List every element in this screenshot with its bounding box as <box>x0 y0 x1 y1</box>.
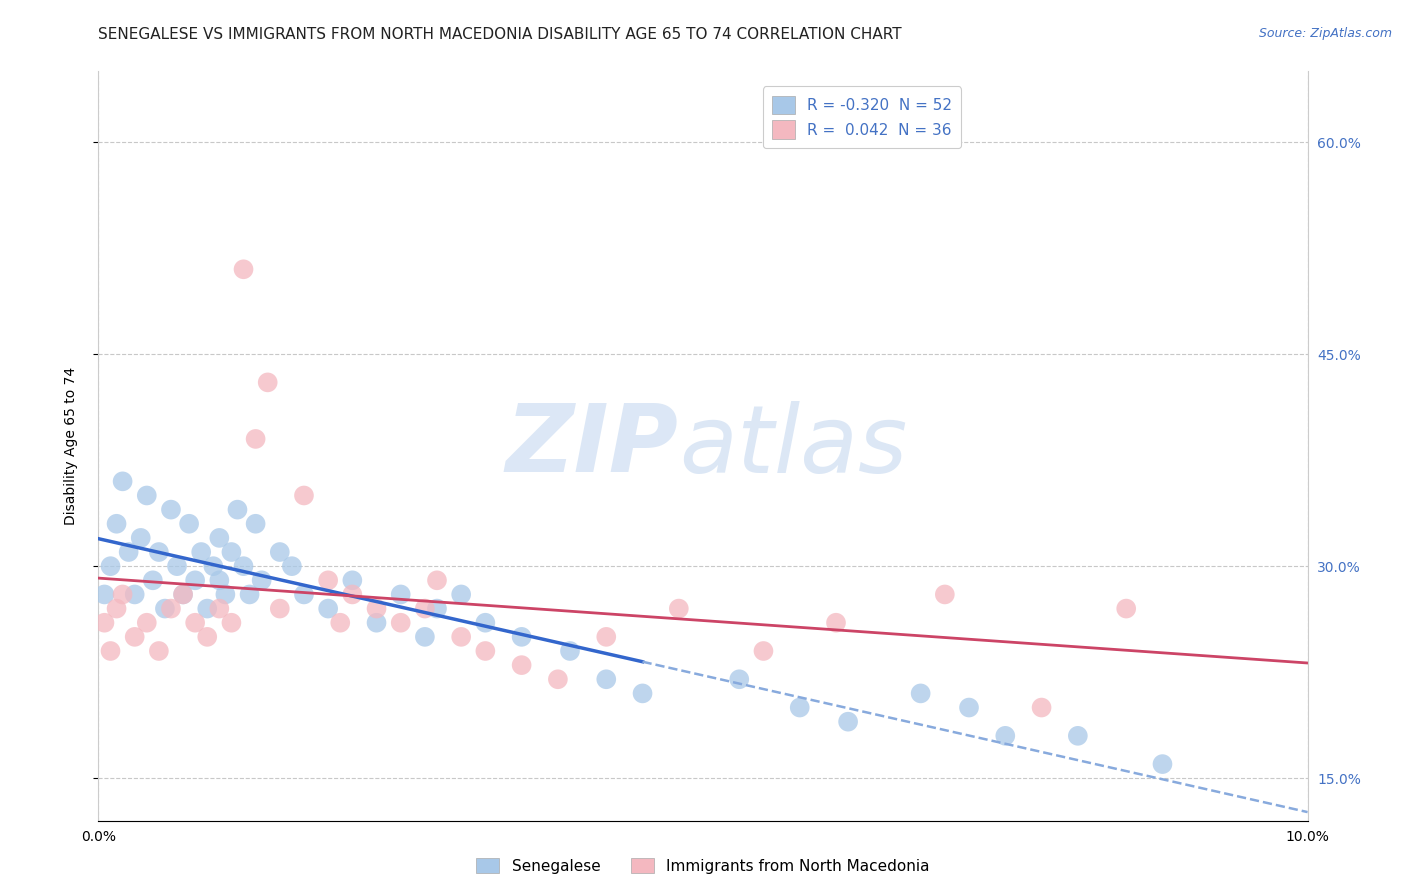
Point <box>329 615 352 630</box>
Point <box>208 601 231 615</box>
Point <box>105 516 128 531</box>
Point <box>93 587 115 601</box>
Point <box>190 545 212 559</box>
Point <box>510 630 533 644</box>
Text: ZIP: ZIP <box>506 400 679 492</box>
Point <box>547 673 569 687</box>
Point <box>269 601 291 615</box>
Point <box>342 574 364 588</box>
Point <box>292 587 315 601</box>
Point <box>202 559 225 574</box>
Point <box>474 644 496 658</box>
Point <box>221 545 243 559</box>
Point <box>124 630 146 644</box>
Point <box>118 545 141 559</box>
Point <box>135 488 157 502</box>
Point <box>752 644 775 658</box>
Point <box>148 545 170 559</box>
Point <box>256 376 278 390</box>
Point <box>426 601 449 615</box>
Point <box>172 587 194 601</box>
Point <box>342 587 364 601</box>
Point <box>316 574 339 588</box>
Point <box>100 644 122 658</box>
Point <box>232 559 254 574</box>
Y-axis label: Disability Age 65 to 74: Disability Age 65 to 74 <box>63 367 77 525</box>
Point <box>221 615 243 630</box>
Point <box>195 601 218 615</box>
Point <box>269 545 291 559</box>
Point <box>214 587 236 601</box>
Point <box>474 615 496 630</box>
Point <box>93 615 115 630</box>
Point <box>728 673 751 687</box>
Point <box>281 559 304 574</box>
Point <box>142 574 165 588</box>
Point <box>837 714 859 729</box>
Point <box>245 516 267 531</box>
Point <box>413 630 436 644</box>
Point <box>250 574 273 588</box>
Point <box>558 644 581 658</box>
Text: Source: ZipAtlas.com: Source: ZipAtlas.com <box>1258 27 1392 40</box>
Point <box>1115 601 1137 615</box>
Point <box>100 559 122 574</box>
Point <box>316 601 339 615</box>
Point <box>631 686 654 700</box>
Point <box>450 630 472 644</box>
Point <box>232 262 254 277</box>
Text: atlas: atlas <box>679 401 907 491</box>
Point <box>1152 757 1174 772</box>
Point <box>1067 729 1090 743</box>
Point <box>668 601 690 615</box>
Legend: Senegalese, Immigrants from North Macedonia: Senegalese, Immigrants from North Macedo… <box>471 852 935 880</box>
Point <box>195 630 218 644</box>
Point <box>1031 700 1053 714</box>
Point <box>153 601 176 615</box>
Point <box>389 615 412 630</box>
Point <box>595 673 617 687</box>
Point <box>1199 842 1222 856</box>
Point <box>389 587 412 601</box>
Point <box>245 432 267 446</box>
Point <box>124 587 146 601</box>
Point <box>105 601 128 615</box>
Point <box>825 615 848 630</box>
Point <box>184 615 207 630</box>
Point <box>148 644 170 658</box>
Point <box>172 587 194 601</box>
Point <box>510 658 533 673</box>
Point <box>366 615 388 630</box>
Point <box>208 531 231 545</box>
Point <box>160 601 183 615</box>
Point <box>226 502 249 516</box>
Point <box>413 601 436 615</box>
Point <box>595 630 617 644</box>
Point <box>789 700 811 714</box>
Point <box>179 516 201 531</box>
Point <box>208 574 231 588</box>
Point <box>160 502 183 516</box>
Point <box>239 587 262 601</box>
Point <box>292 488 315 502</box>
Point <box>129 531 152 545</box>
Point <box>166 559 188 574</box>
Point <box>426 574 449 588</box>
Legend: R = -0.320  N = 52, R =  0.042  N = 36: R = -0.320 N = 52, R = 0.042 N = 36 <box>763 87 962 148</box>
Point <box>135 615 157 630</box>
Point <box>450 587 472 601</box>
Point <box>957 700 980 714</box>
Text: SENEGALESE VS IMMIGRANTS FROM NORTH MACEDONIA DISABILITY AGE 65 TO 74 CORRELATIO: SENEGALESE VS IMMIGRANTS FROM NORTH MACE… <box>98 27 903 42</box>
Point <box>366 601 388 615</box>
Point <box>184 574 207 588</box>
Point <box>934 587 956 601</box>
Point <box>111 475 134 489</box>
Point <box>910 686 932 700</box>
Point <box>111 587 134 601</box>
Point <box>994 729 1017 743</box>
